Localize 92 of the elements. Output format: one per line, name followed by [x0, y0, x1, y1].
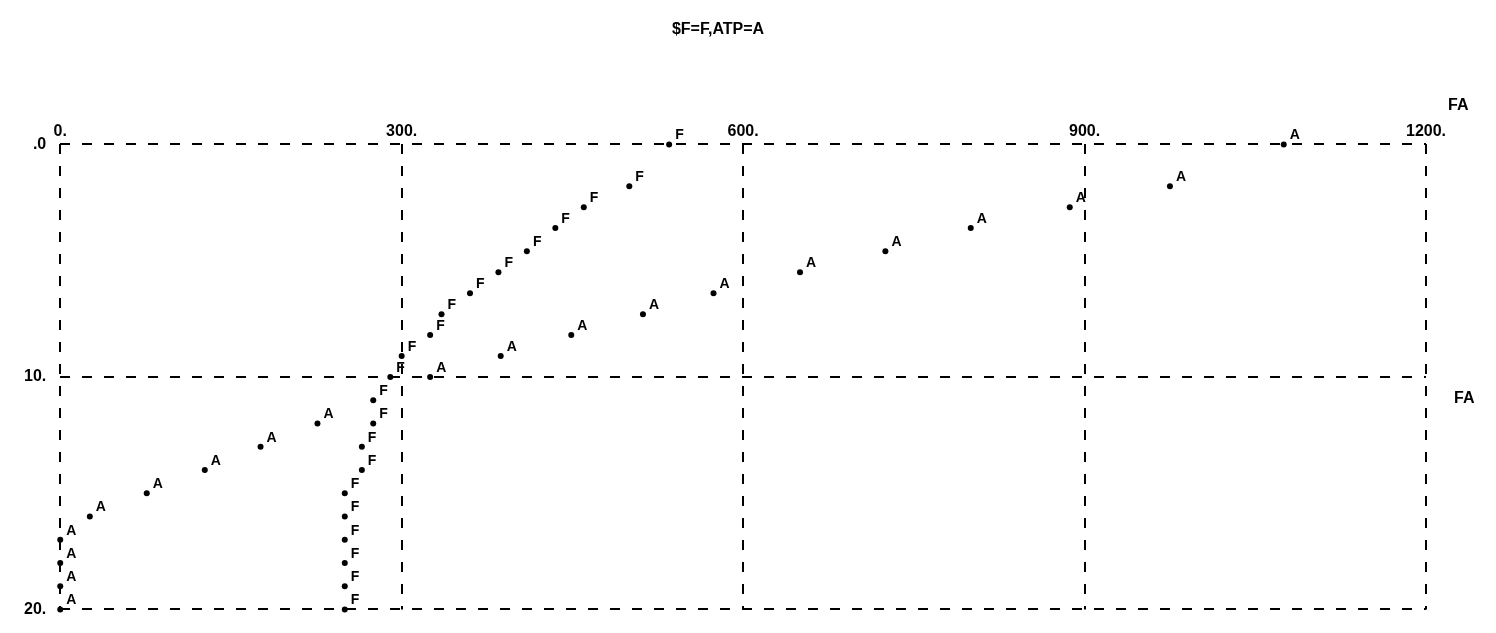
- text: F: [635, 168, 644, 185]
- point: [626, 183, 633, 190]
- text: F: [675, 126, 684, 143]
- text: F: [475, 275, 485, 292]
- x-tick-label: 0.: [53, 122, 67, 140]
- text: A: [152, 475, 163, 492]
- text: A: [1075, 189, 1086, 206]
- point: [370, 420, 377, 427]
- point: [568, 332, 575, 339]
- text: F: [407, 337, 417, 354]
- text: A: [266, 428, 277, 445]
- y-tick-label: .0: [32, 134, 47, 152]
- point: [666, 141, 673, 148]
- point: [427, 373, 434, 380]
- point: [57, 606, 64, 613]
- point: [341, 490, 348, 497]
- text: A: [95, 498, 106, 515]
- point: [358, 443, 365, 450]
- point: [882, 248, 889, 255]
- text: F: [436, 316, 445, 333]
- point: [639, 311, 646, 318]
- text: F: [367, 451, 377, 468]
- y-tick-label: 10.: [23, 367, 47, 385]
- text: A: [648, 295, 660, 312]
- point: [967, 225, 974, 232]
- text: A: [719, 275, 730, 292]
- point: [387, 373, 394, 380]
- text: F: [350, 591, 360, 608]
- text: F: [350, 475, 360, 492]
- point: [497, 352, 504, 359]
- point: [523, 248, 530, 255]
- text: A: [1289, 126, 1300, 143]
- point: [86, 513, 93, 520]
- text: F: [350, 568, 360, 585]
- text: A: [66, 521, 77, 538]
- point: [398, 352, 405, 359]
- point: [314, 420, 321, 427]
- point: [580, 204, 587, 211]
- x-tick-label: 600.: [727, 122, 759, 140]
- point: [797, 269, 804, 276]
- text: A: [1175, 168, 1187, 185]
- point: [257, 443, 264, 450]
- text: A: [323, 405, 334, 422]
- series-label: A: [436, 358, 447, 375]
- text: F: [561, 209, 570, 226]
- x-tick-label: 900.: [1068, 122, 1101, 140]
- text: A: [577, 316, 588, 333]
- point: [1166, 183, 1173, 190]
- point: [710, 290, 717, 297]
- point: [201, 466, 208, 473]
- text: F: [367, 428, 377, 445]
- point: [341, 559, 348, 566]
- y-tick-label: 20.: [23, 599, 47, 617]
- point: [495, 269, 502, 276]
- point: [1066, 204, 1073, 211]
- x-tick-label: 1200.: [1405, 122, 1447, 140]
- point: [57, 536, 64, 543]
- text: F: [379, 382, 388, 399]
- text: F: [504, 254, 513, 271]
- y-axis-title: FA: [1454, 389, 1475, 407]
- point: [57, 583, 64, 590]
- text: A: [66, 568, 77, 585]
- text: A: [976, 209, 987, 226]
- point: [341, 536, 348, 543]
- point: [466, 290, 473, 297]
- text: F: [350, 521, 360, 538]
- text: A: [210, 451, 221, 468]
- chart-title: $F=F,ATP=A: [671, 20, 765, 38]
- x-tick-label: 300.: [386, 122, 418, 140]
- point: [358, 466, 365, 473]
- text: F: [532, 233, 542, 250]
- point: [341, 583, 348, 590]
- text: A: [806, 254, 817, 271]
- text: F: [379, 405, 388, 422]
- text: A: [66, 591, 77, 608]
- point: [143, 490, 150, 497]
- text: A: [891, 233, 902, 250]
- point: [370, 397, 377, 404]
- text: F: [350, 498, 360, 515]
- text: A: [506, 337, 517, 354]
- text: F: [589, 189, 599, 206]
- point: [438, 311, 445, 318]
- text: F: [447, 295, 457, 312]
- point: [341, 513, 348, 520]
- point: [1280, 141, 1287, 148]
- point: [341, 606, 348, 613]
- point: [57, 559, 64, 566]
- point: [552, 225, 559, 232]
- point: [427, 332, 434, 339]
- text: F: [350, 544, 360, 561]
- x-axis-title: FA: [1448, 95, 1469, 113]
- text: A: [66, 544, 77, 561]
